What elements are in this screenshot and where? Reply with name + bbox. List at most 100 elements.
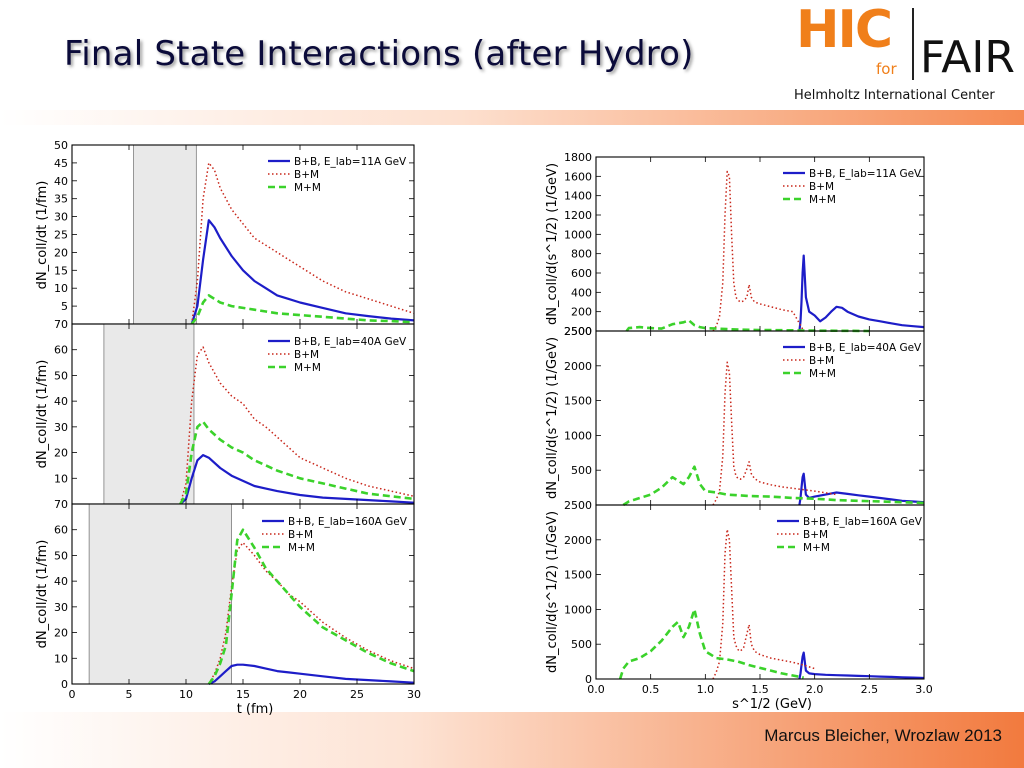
legend-entry: B+B, E_lab=11A GeV (294, 156, 407, 168)
series-line-mm (622, 465, 925, 507)
legend-entry: B+M (803, 529, 828, 541)
x-tick-label: 0 (69, 688, 76, 701)
legend-entry: B+B, E_lab=40A GeV (294, 336, 407, 348)
y-tick-label: 70 (54, 318, 68, 331)
legend-entry: M+M (809, 194, 836, 206)
y-axis-label: dN_coll/d(s^1/2) (1/GeV) (545, 337, 560, 499)
panel-left-top: 5 10 15 20 25 30 35 40 45 50 dN_coll/dt (1/fm) B+B,… (35, 139, 415, 325)
y-tick-label: 1500 (564, 395, 592, 408)
y-tick-label: 1000 (564, 429, 592, 442)
y-tick-label: 15 (54, 264, 68, 277)
legend-entry: B+M (294, 349, 319, 361)
x-tick-label: 15 (236, 688, 250, 701)
series-line-bm (712, 528, 815, 680)
legend-entry: B+M (294, 169, 319, 181)
panel-right-bottom: 0 500 1000 1500 2000 2500 0.0 0.5 1.0 1.5 2.0 2.5 3.… (545, 499, 933, 712)
x-axis-label: t (fm) (237, 702, 274, 717)
footer-credit: Marcus Bleicher, Wrozlaw 2013 (764, 726, 1002, 745)
y-tick-label: 2500 (564, 499, 592, 512)
y-tick-label: 50 (54, 139, 68, 152)
series-line-bb (190, 219, 415, 325)
y-tick-label: 2000 (564, 360, 592, 373)
slide-title: Final State Interactions (after Hydro) (64, 34, 694, 74)
y-tick-label: 35 (54, 193, 68, 206)
plot-frame (71, 144, 415, 325)
x-tick-label: 30 (407, 688, 421, 701)
y-tick-label: 2000 (564, 534, 592, 547)
series-line-bb (798, 254, 925, 332)
x-axis-label: s^1/2 (GeV) (732, 697, 812, 712)
plot-frame (595, 156, 925, 332)
x-tick-label: 2.5 (861, 683, 879, 696)
bottom-accent-band (0, 712, 1024, 768)
y-tick-label: 40 (54, 575, 68, 588)
y-tick-label: 70 (54, 498, 68, 511)
y-tick-label: 600 (571, 267, 592, 280)
y-axis-label: dN_coll/dt (1/fm) (35, 360, 50, 469)
series-line-bb (798, 651, 925, 680)
series-line-bb (208, 663, 415, 686)
x-tick-label: 5 (126, 688, 133, 701)
y-tick-label: 60 (54, 344, 68, 357)
legend-entry: M+M (294, 182, 321, 194)
y-tick-label: 40 (54, 395, 68, 408)
y-tick-label: 1800 (564, 151, 592, 164)
legend-entry: B+M (288, 529, 313, 541)
y-tick-label: 400 (571, 286, 592, 299)
y-tick-label: 1200 (564, 209, 592, 222)
y-tick-label: 30 (54, 211, 68, 224)
series-line-mm (190, 294, 415, 325)
series-line-bm (190, 162, 415, 325)
y-tick-label: 30 (54, 421, 68, 434)
y-tick-label: 2500 (564, 325, 592, 338)
y-tick-label: 1000 (564, 603, 592, 616)
legend-entry: M+M (294, 362, 321, 374)
y-tick-label: 10 (54, 472, 68, 485)
series-line-mm (618, 608, 804, 680)
x-tick-label: 1.0 (697, 683, 715, 696)
logo-subtitle: Helmholtz International Center (794, 88, 995, 103)
legend-entry: M+M (809, 368, 836, 380)
logo-hic-text: HIC (796, 0, 893, 60)
series-line-bm (179, 346, 415, 505)
x-tick-label: 25 (350, 688, 364, 701)
y-tick-label: 200 (571, 306, 592, 319)
y-tick-label: 2500 (564, 325, 592, 338)
logo-divider (912, 8, 914, 80)
legend-entry: B+B, E_lab=160A GeV (803, 516, 923, 528)
y-axis-label: dN_coll/d(s^1/2) (1/GeV) (545, 511, 560, 673)
shaded-interval (103, 323, 195, 505)
x-tick-label: 10 (179, 688, 193, 701)
top-accent-band (0, 110, 1024, 125)
y-tick-label: 0 (61, 678, 68, 691)
y-tick-label: 500 (571, 464, 592, 477)
series-line-bm (208, 541, 415, 685)
legend-entry: B+B, E_lab=11A GeV (809, 168, 922, 180)
shaded-interval (88, 503, 232, 685)
y-axis-label: dN_coll/d(s^1/2) (1/GeV) (545, 163, 560, 325)
y-tick-label: 25 (54, 229, 68, 242)
logo-fair-text: FAIR (920, 32, 1015, 83)
series-line-mm (179, 420, 415, 505)
y-tick-label: 1000 (564, 228, 592, 241)
y-tick-label: 10 (54, 282, 68, 295)
x-tick-label: 20 (293, 688, 307, 701)
y-tick-label: 45 (54, 157, 68, 170)
panel-left-middle: 10 20 30 40 50 60 70 dN_coll/dt (1/fm) B+B, E_la… (35, 318, 415, 505)
plot-frame (595, 504, 925, 680)
y-tick-label: 5 (61, 300, 68, 313)
panel-left-bottom: 0 10 20 30 40 50 60 70 0 5 10 15 20 25 30 t (fm) dN_coll… (35, 498, 421, 717)
series-line-bb (179, 454, 415, 505)
y-tick-label: 1400 (564, 190, 592, 203)
x-tick-label: 3.0 (915, 683, 933, 696)
y-tick-label: 1600 (564, 170, 592, 183)
legend-entry: B+B, E_lab=160A GeV (288, 516, 408, 528)
series-line-bm (712, 170, 805, 332)
y-tick-label: 500 (571, 638, 592, 651)
series-line-mm (207, 528, 415, 685)
logo-for-text: for (876, 60, 897, 78)
y-tick-label: 1500 (564, 569, 592, 582)
shaded-interval (133, 144, 197, 325)
y-tick-label: 0 (585, 673, 592, 686)
